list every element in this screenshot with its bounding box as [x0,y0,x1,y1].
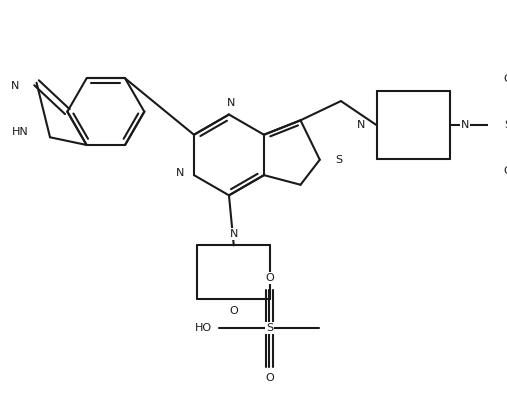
Text: S: S [266,323,273,333]
Text: O: O [265,273,274,283]
Text: N: N [230,229,238,239]
Text: HN: HN [12,127,29,137]
Text: S: S [504,120,507,130]
Text: O: O [229,306,238,316]
Text: HO: HO [195,323,211,333]
Text: O: O [503,166,507,176]
Text: O: O [265,373,274,383]
Text: N: N [11,81,19,91]
Text: N: N [227,98,235,108]
Text: N: N [176,168,185,178]
Text: N: N [461,120,469,130]
Text: S: S [335,155,342,165]
Text: O: O [503,74,507,84]
Text: N: N [356,120,365,130]
